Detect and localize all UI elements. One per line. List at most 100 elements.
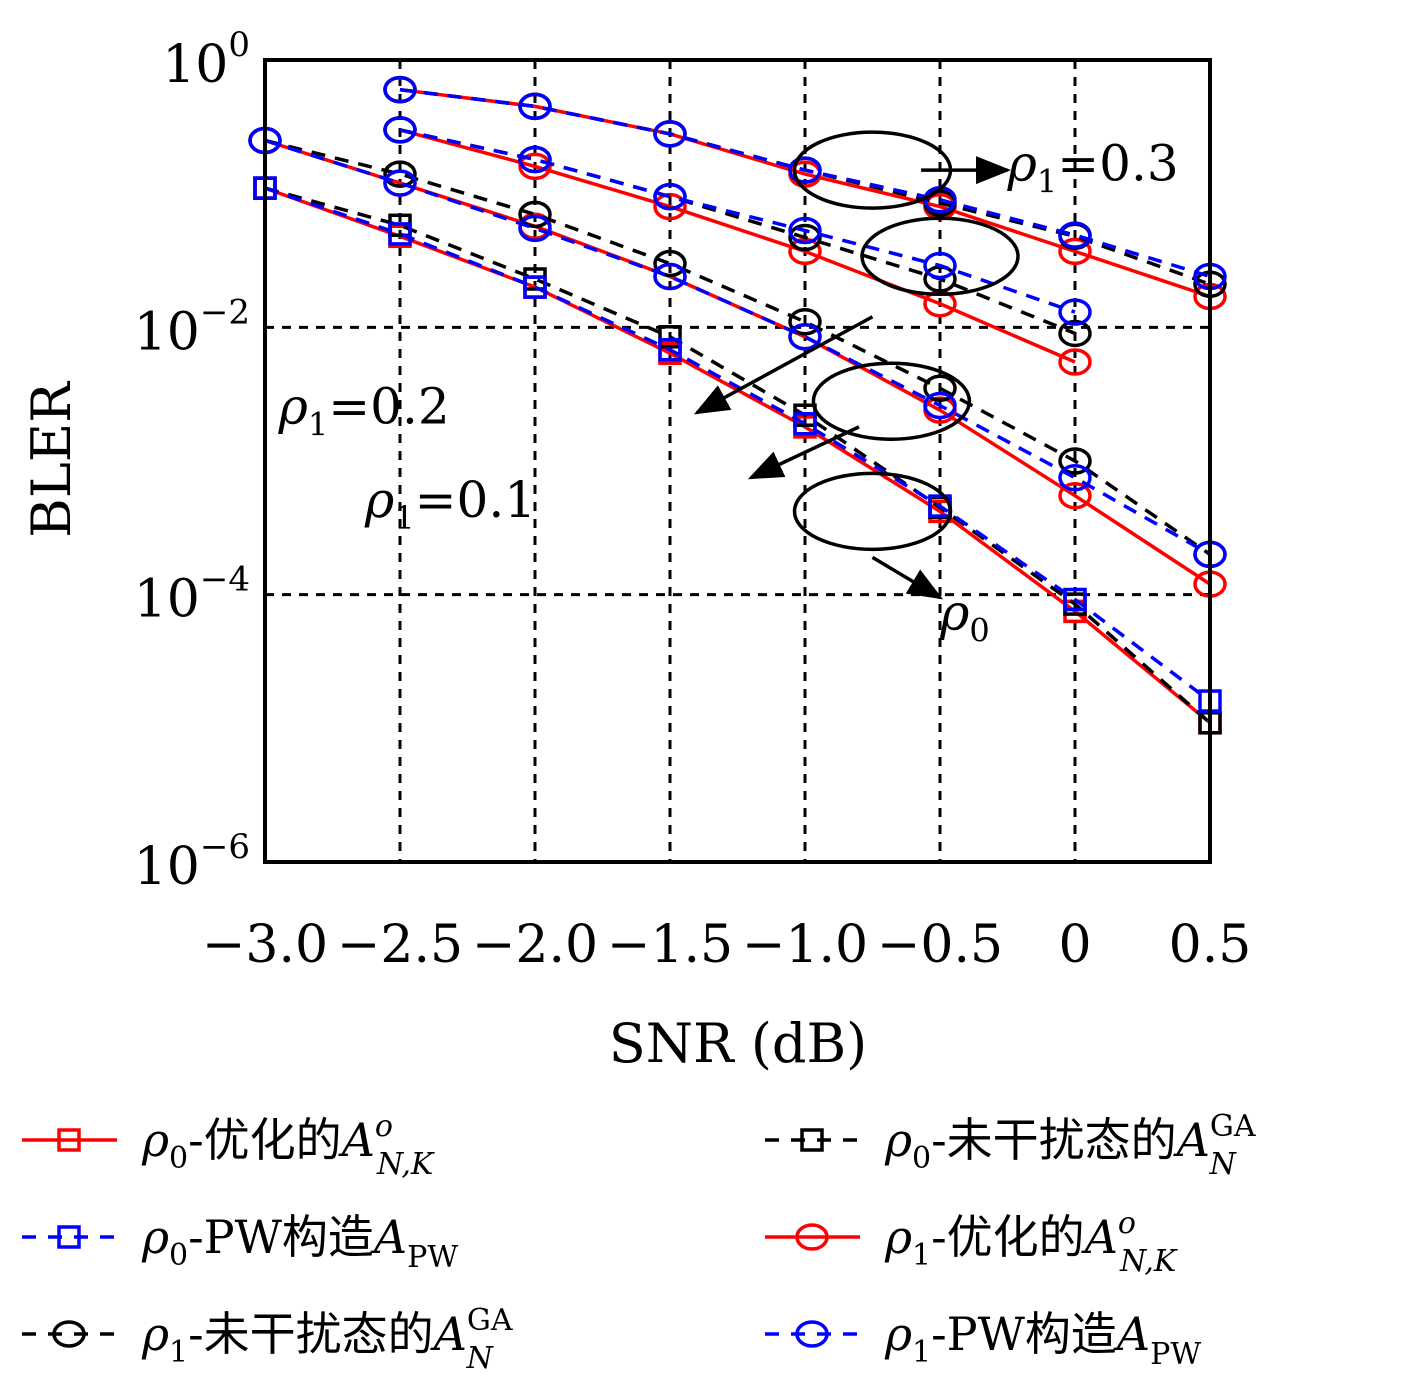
data-point	[523, 275, 547, 299]
series-line	[399, 87, 1211, 299]
legend-label: ρ1-PW构造APW	[884, 1307, 1201, 1372]
legend-entry: ρ0-优化的Ao N,K	[22, 1109, 435, 1182]
y-axis-title: BLER	[20, 381, 83, 538]
data-point	[52, 1320, 86, 1348]
data-point	[518, 152, 552, 181]
data-point	[653, 249, 687, 278]
y-tick-label: 10−6	[134, 827, 250, 897]
data-point	[788, 237, 822, 266]
annotations: ρ1=0.3 ρ1=0.2 ρ1=0.1 ρ0	[278, 130, 1179, 649]
data-point	[518, 145, 552, 174]
annotation-ellipse	[811, 361, 972, 441]
x-axis-title: SNR (dB)	[609, 1012, 867, 1075]
data-point	[653, 192, 687, 221]
series-2	[253, 176, 1222, 713]
data-point	[518, 200, 552, 229]
series-line	[264, 186, 1212, 703]
data-point	[383, 75, 417, 104]
legend-entry: ρ1-PW构造APW	[765, 1307, 1201, 1372]
annotation-arrow	[871, 555, 944, 600]
annotation-rho1-03: ρ1=0.3	[792, 130, 1179, 210]
data-point	[795, 1223, 829, 1251]
plot-frame	[263, 58, 1212, 864]
x-tick-label: −2.0	[472, 915, 598, 975]
data-point	[788, 216, 822, 245]
series-line	[399, 87, 1211, 279]
x-tick-label: −2.5	[337, 915, 463, 975]
ticks: −3.0 −2.5 −2.0 −1.5 −1.0 −0.5 0 0.5 100 10−2 10−4 1…	[134, 25, 1252, 975]
series-6	[383, 116, 1092, 376]
data-point	[788, 323, 822, 351]
data-point	[795, 1320, 829, 1348]
data-point	[57, 1225, 81, 1249]
annotation-ellipse	[792, 471, 953, 552]
legend-entry: ρ0-PW构造APW	[22, 1210, 458, 1275]
data-point	[1058, 463, 1092, 492]
data-point	[793, 411, 817, 436]
data-point	[800, 1128, 824, 1152]
legend-label: ρ1-未干扰态的AGA N	[141, 1303, 513, 1375]
data-point	[1063, 587, 1087, 612]
legend-label: ρ1-优化的Ao N,K	[884, 1206, 1178, 1279]
legend-entry: ρ1-优化的Ao N,K	[765, 1206, 1178, 1279]
series-line	[399, 128, 1076, 314]
data-point	[1058, 348, 1092, 376]
data-point	[518, 214, 552, 243]
x-tick-label: −1.0	[742, 915, 868, 975]
data-point	[383, 160, 417, 188]
data-point	[923, 251, 957, 280]
data-point	[1058, 237, 1092, 266]
x-tick-label: −1.5	[607, 915, 733, 975]
legend-label: ρ0-PW构造APW	[141, 1210, 458, 1275]
y-tick-label: 100	[162, 25, 250, 95]
series-line	[264, 138, 1211, 586]
y-tick-label: 10−4	[134, 560, 250, 630]
data-point	[658, 337, 682, 362]
annotation-arrow	[693, 315, 874, 415]
data-point	[383, 169, 417, 197]
legend-entry: ρ0-未干扰态的AGA N	[765, 1109, 1256, 1182]
data-point	[788, 308, 822, 336]
annotation-label: ρ1=0.1	[364, 471, 536, 537]
series-line	[399, 128, 1076, 336]
y-tick-label: 10−2	[134, 292, 250, 362]
data-point	[518, 92, 552, 121]
data-point	[653, 262, 687, 291]
x-tick-label: −0.5	[877, 915, 1003, 975]
annotation-arrow	[747, 425, 860, 480]
data-point	[923, 374, 957, 403]
x-tick-label: −3.0	[202, 915, 328, 975]
data-point	[653, 182, 687, 211]
x-tick-label: 0	[1058, 915, 1091, 975]
legend-label: ρ0-未干扰态的AGA N	[884, 1109, 1256, 1182]
legend-label: ρ0-优化的Ao N,K	[141, 1109, 435, 1182]
data-point	[1058, 298, 1092, 326]
data-point	[658, 325, 682, 349]
series-line	[264, 138, 1211, 556]
annotation-rho0: ρ0	[792, 471, 990, 649]
data-point	[1058, 481, 1092, 510]
legend-entry: ρ1-未干扰态的AGA N	[22, 1303, 513, 1375]
data-point	[1058, 221, 1092, 249]
series-line	[264, 186, 1212, 725]
series-line	[399, 128, 1076, 364]
annotation-rho1-02: ρ1=0.2	[278, 216, 1020, 444]
data-point	[788, 156, 822, 184]
data-point	[1058, 447, 1092, 475]
annotation-label: ρ0	[939, 583, 990, 649]
x-tick-label: 0.5	[1169, 915, 1252, 975]
data-point	[1058, 319, 1092, 348]
data-point	[57, 1128, 81, 1152]
annotation-label: ρ1=0.3	[1007, 135, 1179, 201]
data-point	[388, 222, 412, 246]
data-point	[788, 223, 822, 252]
data-point	[653, 120, 687, 148]
data-point	[923, 391, 957, 420]
annotation-ellipse	[860, 216, 1020, 297]
annotation-label: ρ1=0.2	[278, 378, 450, 444]
series-8	[383, 116, 1092, 326]
annotation-rho1-01: ρ1=0.1	[364, 361, 972, 537]
legend: ρ0-优化的Ao N,K ρ0-未干扰态的AGA N ρ0-PW构造APW ρ1-优化的A…	[22, 1109, 1256, 1375]
data-point	[383, 116, 417, 144]
